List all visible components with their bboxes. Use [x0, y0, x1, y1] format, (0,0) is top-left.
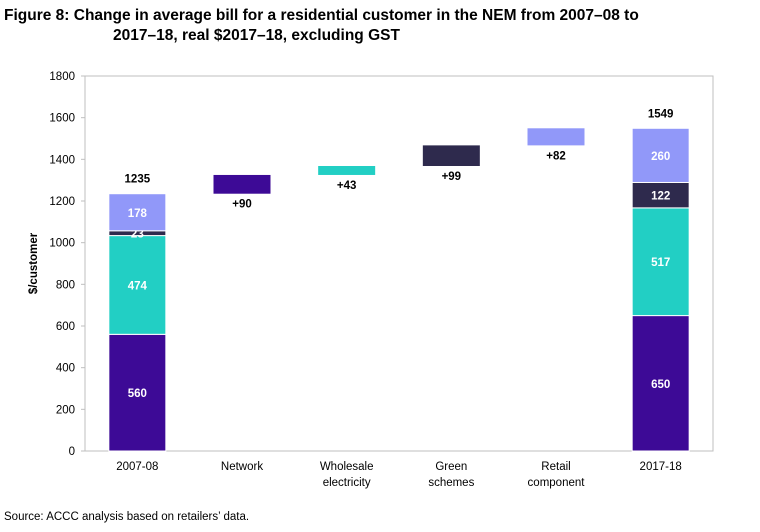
figure-title-line-1: Figure 8: Change in average bill for a r… — [4, 7, 639, 24]
change-bar-wholesale — [318, 166, 376, 175]
bar-segment-label: 560 — [128, 388, 147, 400]
x-category-label: Wholesale — [320, 461, 374, 473]
y-tick-label: 1000 — [49, 238, 75, 250]
x-category-label: Green — [435, 461, 467, 473]
bar-total-label: 1549 — [648, 108, 674, 120]
figure-title: Figure 8: Change in average bill for a r… — [4, 6, 754, 46]
x-category-label: Network — [221, 461, 263, 473]
y-tick-label: 1800 — [49, 71, 75, 83]
x-category-label: 2007-08 — [116, 461, 158, 473]
bar-segment-retail — [108, 193, 167, 232]
change-label: +43 — [337, 180, 357, 192]
bar-segment-green — [631, 181, 690, 209]
bar-segment-label: 517 — [651, 257, 670, 269]
y-tick-label: 600 — [56, 321, 75, 333]
x-category-label: component — [528, 477, 586, 489]
y-tick-label: 400 — [56, 363, 75, 375]
source-note: Source: ACCC analysis based on retailers… — [4, 511, 250, 523]
bar-segment-retail — [631, 127, 690, 183]
y-tick-label: 0 — [69, 446, 75, 458]
x-category-label: Retail — [541, 461, 570, 473]
x-category-label: electricity — [323, 477, 371, 489]
bar-segment-network — [108, 333, 167, 452]
y-tick-label: 1600 — [49, 113, 75, 125]
x-category-label: 2017-18 — [640, 461, 682, 473]
x-category-label: schemes — [428, 477, 474, 489]
change-bar-retail — [527, 128, 585, 146]
bar-segment-label: 474 — [128, 280, 148, 292]
bar-segment-wholesale — [108, 235, 167, 335]
y-tick-label: 1200 — [49, 196, 75, 208]
plot-area — [84, 75, 714, 452]
bar-segment-label: 260 — [651, 151, 670, 163]
y-axis-title: $/customer — [28, 232, 40, 294]
y-tick-label: 800 — [56, 279, 75, 291]
bar-segment-label: 650 — [651, 379, 670, 391]
y-tick-label: 1400 — [49, 154, 75, 166]
change-bar-green — [422, 145, 480, 166]
bar-total-label: 1235 — [125, 174, 151, 186]
bar-segment-label: 122 — [651, 191, 670, 203]
figure-title-line-2: 2017–18, real $2017–18, excluding GST — [113, 27, 400, 44]
bar-segment-label: 23 — [131, 229, 144, 241]
change-label: +99 — [442, 171, 462, 183]
change-label: +90 — [232, 199, 252, 211]
y-tick-label: 200 — [56, 404, 75, 416]
bar-segment-label: 178 — [128, 208, 148, 220]
change-label: +82 — [546, 150, 566, 162]
change-bar-network — [213, 174, 271, 194]
